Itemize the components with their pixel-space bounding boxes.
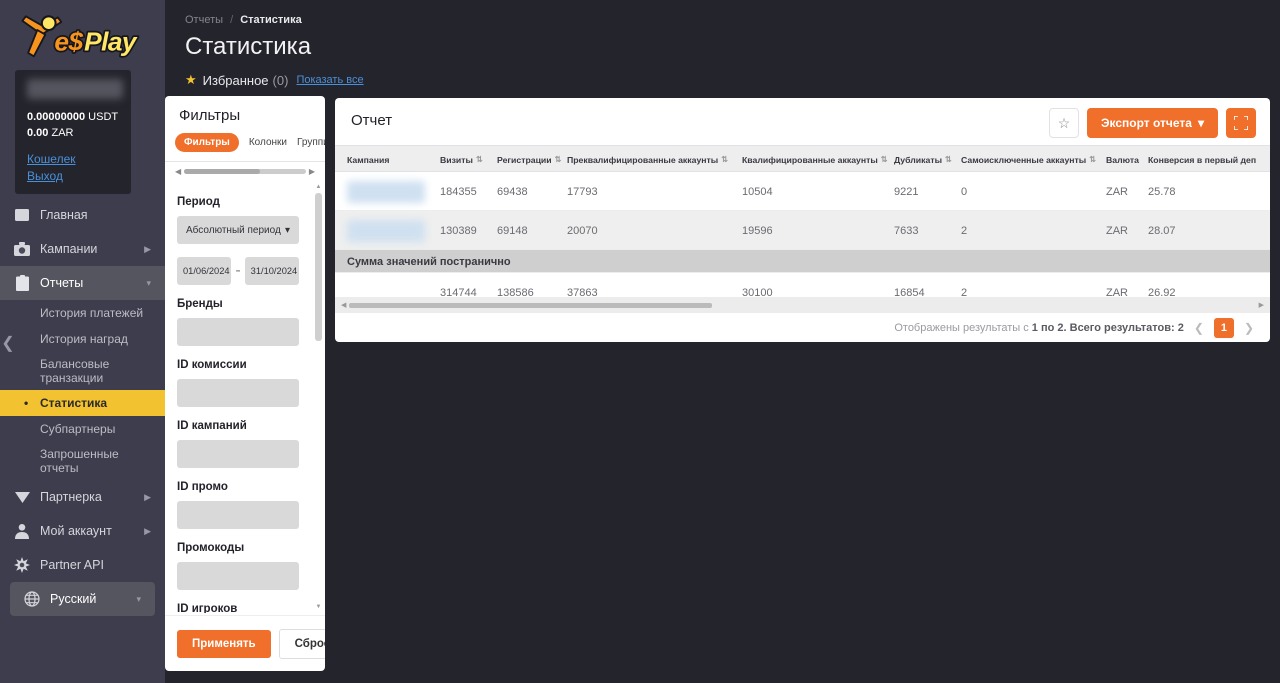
svg-text:e$: e$ <box>54 27 83 57</box>
svg-text:Play: Play <box>84 27 138 57</box>
